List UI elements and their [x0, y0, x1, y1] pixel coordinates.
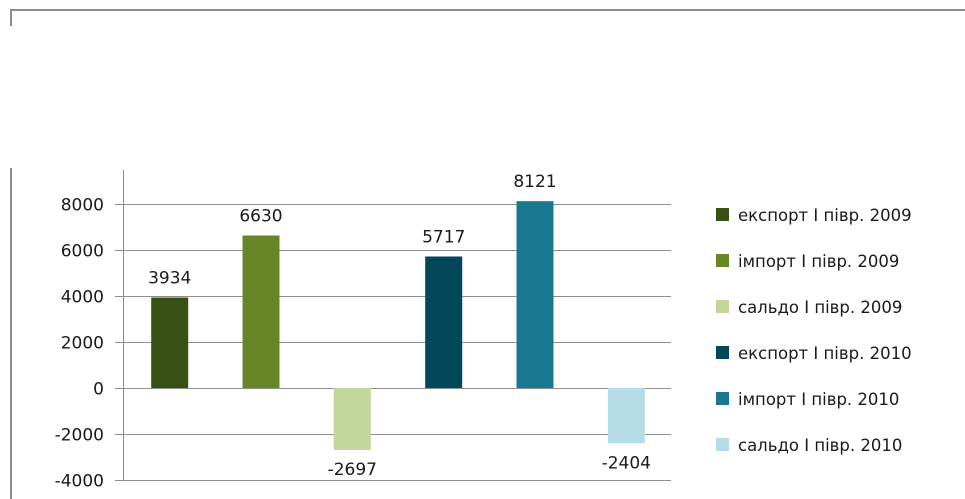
y-tick-label: 6000 [61, 242, 104, 262]
data-label: -2404 [602, 453, 651, 473]
bar [516, 201, 554, 388]
grid-lines [115, 204, 671, 481]
chart-frame-left-border-lower [10, 168, 12, 499]
data-label: -2697 [328, 460, 377, 480]
bar [242, 235, 280, 388]
data-label: 3934 [148, 269, 191, 289]
chart-frame-left-border [10, 9, 12, 26]
y-tick-label: 4000 [61, 288, 104, 308]
bar [151, 297, 189, 388]
chart-frame-top-border [10, 9, 965, 11]
legend-swatch [716, 346, 729, 359]
legend-swatch [716, 254, 729, 267]
legend-swatch [716, 208, 729, 221]
y-tick-label: -4000 [55, 472, 104, 492]
legend-label: експорт I півр. 2010 [738, 344, 912, 363]
bar [333, 388, 371, 450]
y-tick-label: 2000 [61, 334, 104, 354]
legend-swatch [716, 300, 729, 313]
bar [425, 256, 463, 388]
legend-label: імпорт I півр. 2009 [738, 252, 899, 271]
bars [151, 201, 645, 450]
legend-swatch [716, 392, 729, 405]
y-tick-label: -2000 [55, 426, 104, 446]
y-tick-label: 0 [93, 380, 104, 400]
data-label: 6630 [239, 207, 282, 227]
legend-label: сальдо I півр. 2010 [738, 436, 902, 455]
axes: 8000 6000 4000 2000 0 -2000 -4000 [55, 170, 124, 492]
y-tick-label: 8000 [61, 196, 104, 216]
data-labels: 3934 6630 -2697 5717 8121 -2404 [148, 172, 651, 480]
data-label: 8121 [513, 172, 556, 192]
legend-swatch [716, 438, 729, 451]
legend: експорт I півр. 2009 імпорт I півр. 2009 с… [716, 206, 912, 455]
data-label: 5717 [422, 228, 465, 248]
legend-label: імпорт I півр. 2010 [738, 390, 899, 409]
legend-label: експорт I півр. 2009 [738, 206, 912, 225]
bar [607, 388, 645, 444]
legend-label: сальдо I півр. 2009 [738, 298, 902, 317]
